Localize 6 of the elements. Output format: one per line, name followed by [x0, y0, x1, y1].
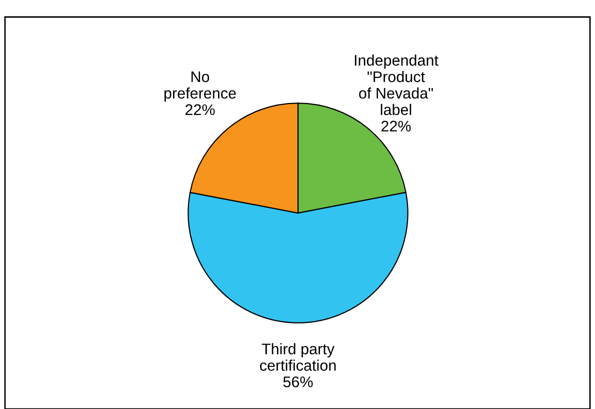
data-label: 22% — [185, 104, 215, 116]
slice-label: Independant "Product of Nevada" label — [354, 54, 438, 116]
data-label: 22% — [381, 120, 411, 132]
slice-label: Third party certification — [260, 343, 336, 371]
data-label: 56% — [283, 376, 313, 388]
slice-label: No preference — [164, 72, 236, 102]
